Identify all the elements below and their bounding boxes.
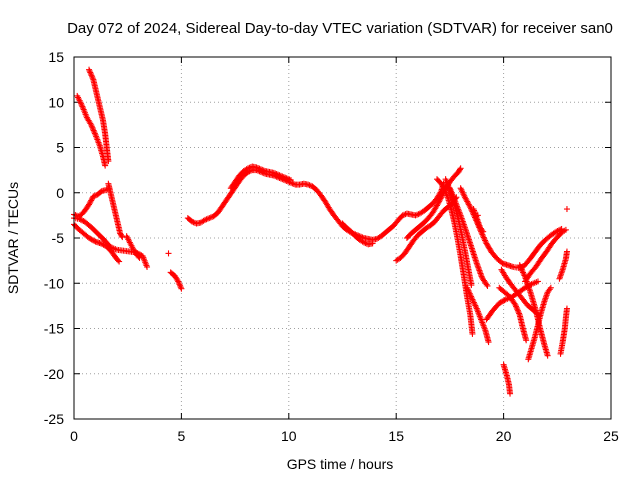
data-point [176, 281, 183, 288]
data-point [87, 235, 94, 242]
data-point [90, 126, 97, 133]
data-point [90, 193, 97, 200]
y-tick-label: -5 [52, 230, 65, 246]
data-point [189, 218, 196, 225]
data-point [86, 200, 93, 207]
x-tick-label: 25 [603, 428, 619, 444]
data-point [116, 258, 123, 265]
data-point [165, 250, 172, 257]
data-point [91, 237, 98, 244]
x-tick-label: 5 [178, 428, 186, 444]
data-point [178, 285, 185, 292]
x-tick-label: 20 [496, 428, 512, 444]
data-point [369, 240, 376, 247]
data-point [175, 278, 182, 285]
data-point [86, 235, 93, 241]
data-point [87, 70, 94, 77]
data-point [86, 201, 93, 208]
data-point [202, 216, 209, 223]
data-point [507, 390, 514, 397]
data-point [177, 284, 184, 291]
y-tick-label: 0 [56, 185, 64, 201]
y-tick-label: -25 [44, 411, 64, 427]
y-tick-label: 10 [48, 94, 64, 110]
data-point [89, 75, 96, 82]
data-point [119, 234, 126, 241]
data-point [144, 263, 151, 270]
data-point [563, 248, 570, 255]
data-point [204, 215, 211, 222]
data-point [99, 241, 106, 248]
data-point [79, 103, 86, 110]
y-tick-label: -15 [44, 321, 64, 337]
y-axis-label: SDTVAR / TECUs [5, 182, 21, 294]
data-point [88, 72, 95, 79]
x-tick-label: 15 [388, 428, 404, 444]
data-point [175, 279, 182, 286]
data-point [88, 121, 95, 128]
data-point [89, 73, 96, 80]
data-point [86, 68, 93, 75]
data-point [77, 99, 84, 106]
data-point [91, 192, 98, 199]
data-point [88, 196, 95, 203]
data-point [190, 219, 197, 226]
data-point [115, 257, 122, 264]
chart-title: Day 072 of 2024, Sidereal Day-to-day VTE… [67, 20, 613, 37]
data-point [177, 282, 184, 289]
data-point [203, 216, 210, 223]
data-point [563, 305, 570, 312]
data-point [105, 158, 112, 165]
data-point [102, 162, 109, 169]
data-point [563, 206, 570, 213]
data-point [118, 232, 125, 239]
data-point [76, 215, 83, 222]
y-tick-label: 15 [48, 49, 64, 65]
marks-layer [71, 66, 570, 397]
data-point [207, 214, 214, 221]
x-axis-label: GPS time / hours [287, 456, 394, 472]
data-point [174, 277, 181, 284]
data-point [79, 217, 86, 224]
y-tick-label: 5 [56, 140, 64, 156]
data-point [136, 254, 143, 261]
y-tick-label: -20 [44, 366, 64, 382]
data-point [78, 100, 85, 107]
data-point [86, 66, 93, 73]
grid-layer [74, 57, 611, 419]
x-tick-label: 0 [70, 428, 78, 444]
data-point [89, 237, 96, 244]
x-tick-label: 10 [281, 428, 297, 444]
data-point [91, 128, 98, 135]
data-point [87, 69, 94, 76]
y-tick-label: -10 [44, 275, 64, 291]
data-point [206, 215, 213, 222]
data-point [91, 130, 98, 137]
data-point [87, 198, 94, 205]
data-point [78, 102, 85, 109]
data-point [88, 236, 95, 243]
data-point [88, 123, 95, 130]
data-point [523, 337, 530, 344]
data-point [135, 253, 142, 260]
data-point [89, 124, 96, 131]
data-point [77, 216, 84, 223]
data-point [90, 127, 97, 134]
data-point [80, 105, 87, 112]
data-point [97, 240, 104, 247]
tick-layer: 0 5 10 15 20 25 -25 -20 -15 -10 -5 0 5 10 15 [44, 49, 619, 444]
data-point [485, 339, 492, 346]
data-point [88, 197, 95, 204]
